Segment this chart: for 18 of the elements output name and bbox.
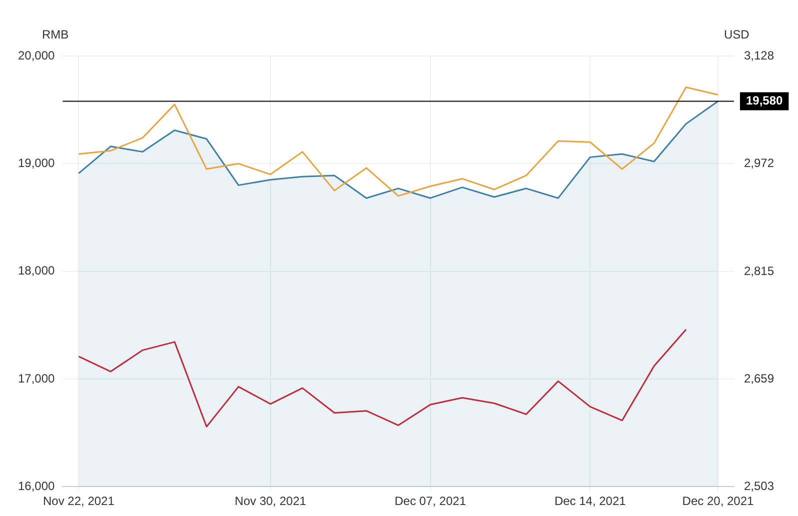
x-tick-label: Nov 30, 2021	[234, 494, 306, 508]
y2-tick-label: 2,659	[744, 371, 774, 386]
y-tick-label: 19,000	[18, 156, 56, 170]
y2-tick-label: 3,128	[744, 48, 774, 62]
y2-tick-label: 2,972	[744, 156, 774, 170]
y-tick-label: 16,000	[18, 478, 56, 493]
x-tick-label: Dec 07, 2021	[394, 494, 466, 508]
x-tick-label: Dec 20, 2021	[682, 494, 754, 508]
y2-axis-title: USD	[724, 27, 750, 42]
y-tick-label: 18,000	[18, 264, 56, 278]
ref-line-label: 19,580	[746, 94, 783, 108]
x-tick-label: Dec 14, 2021	[554, 494, 626, 508]
y-tick-label: 17,000	[18, 371, 56, 386]
y2-tick-label: 2,503	[744, 478, 774, 493]
y2-tick-label: 2,815	[744, 264, 774, 278]
x-tick-label: Nov 22, 2021	[42, 494, 115, 508]
y-tick-label: 20,000	[18, 48, 56, 62]
y-axis-title: RMB	[42, 27, 69, 42]
